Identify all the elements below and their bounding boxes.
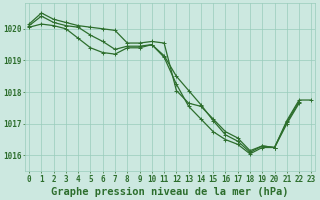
- X-axis label: Graphe pression niveau de la mer (hPa): Graphe pression niveau de la mer (hPa): [52, 186, 289, 197]
